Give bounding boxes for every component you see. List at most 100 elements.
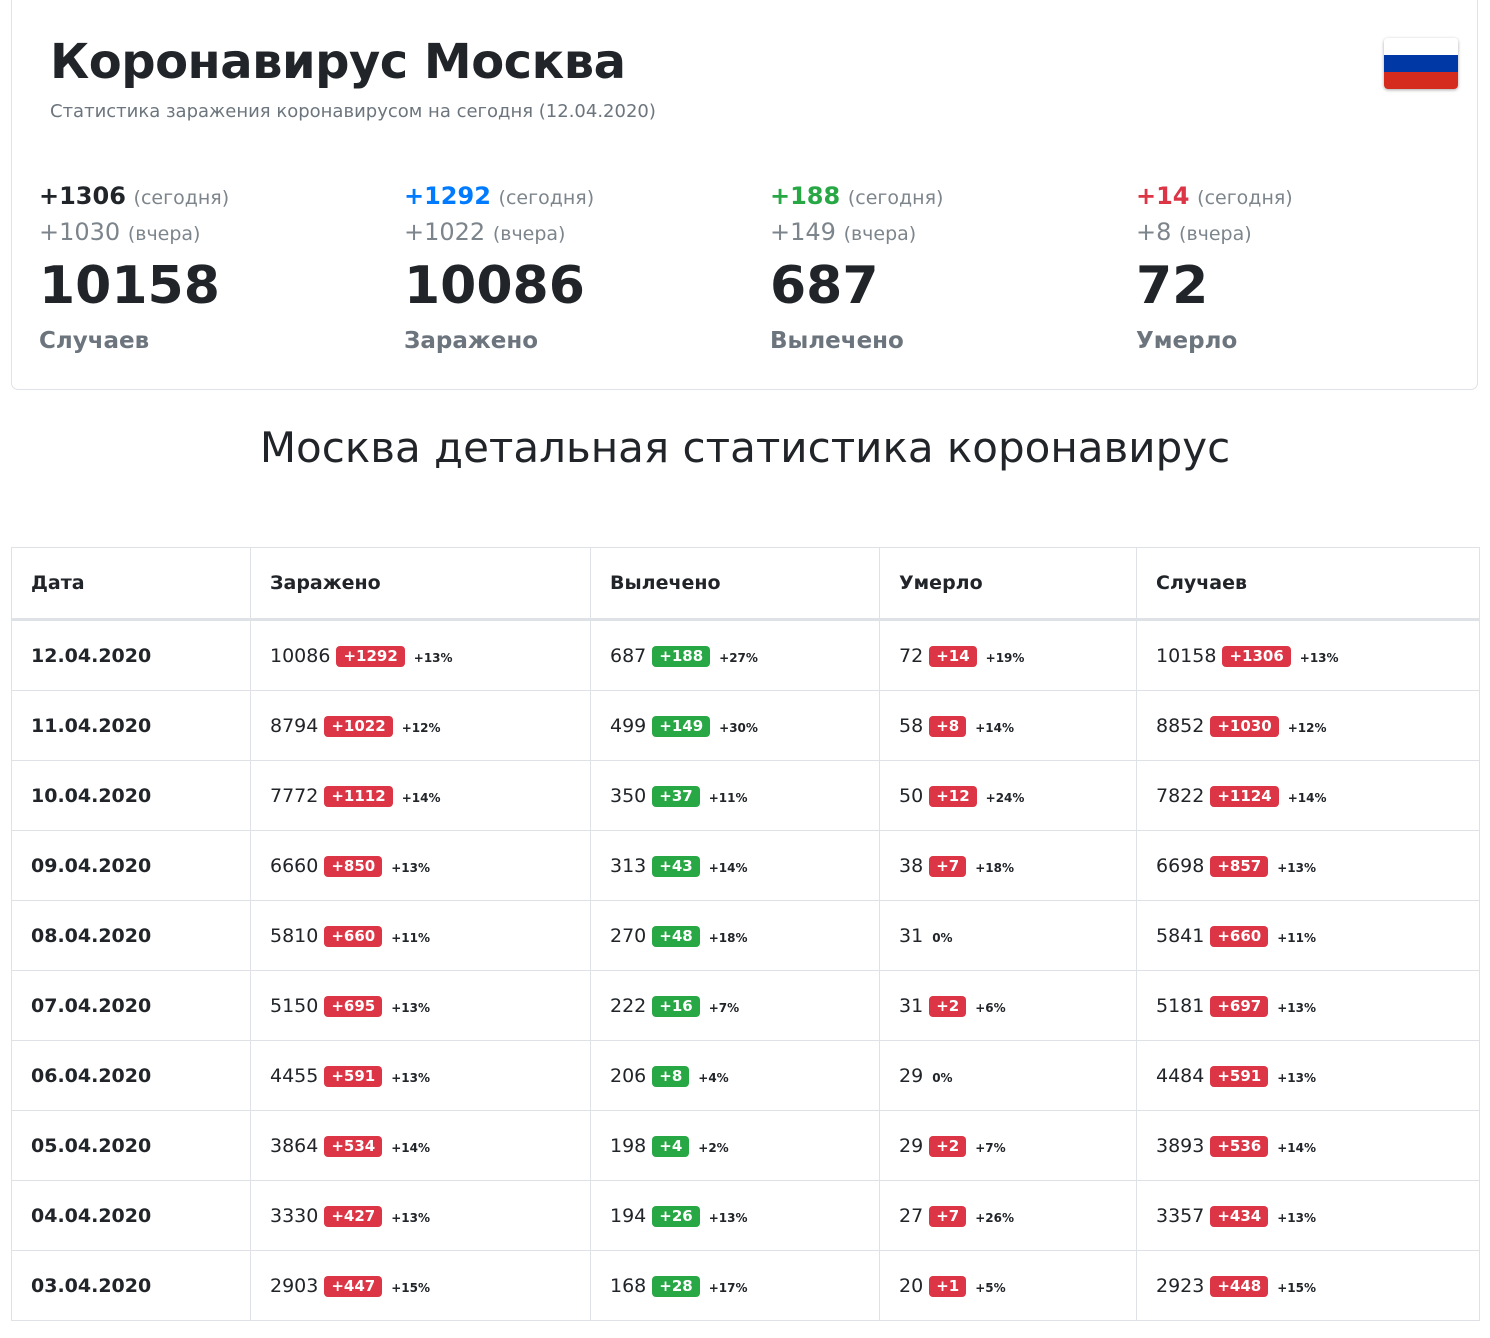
stat-today-value: +1292 bbox=[404, 182, 491, 210]
cell-value: 6698 bbox=[1156, 854, 1205, 877]
delta-badge: +7 bbox=[929, 1205, 967, 1227]
column-header-date[interactable]: Дата bbox=[11, 547, 251, 621]
cell-infected: 7772 +1112 +14% bbox=[250, 760, 591, 831]
cell-deaths: 31 0% bbox=[879, 900, 1137, 971]
percent-change: +12% bbox=[1287, 720, 1327, 735]
cell-cases: 7822 +1124 +14% bbox=[1136, 760, 1480, 831]
stat-yesterday-value: +1022 bbox=[404, 218, 486, 246]
percent-change: +18% bbox=[708, 930, 748, 945]
cell-date: 09.04.2020 bbox=[11, 830, 251, 901]
cell-value: 3893 bbox=[1156, 1134, 1205, 1157]
column-header-recovered[interactable]: Вылечено bbox=[590, 547, 880, 621]
cell-value: 5181 bbox=[1156, 994, 1205, 1017]
cell-date: 11.04.2020 bbox=[11, 690, 251, 761]
flag-stripe-red bbox=[1384, 72, 1458, 89]
stat-label: Умерло bbox=[1136, 328, 1238, 354]
cell-value: 222 bbox=[610, 994, 647, 1017]
cell-date: 05.04.2020 bbox=[11, 1110, 251, 1181]
cell-deaths: 38 +7 +18% bbox=[879, 830, 1137, 901]
cell-cases: 3893 +536 +14% bbox=[1136, 1110, 1480, 1181]
percent-change: +7% bbox=[708, 1000, 740, 1015]
column-header-cases[interactable]: Случаев bbox=[1136, 547, 1480, 621]
percent-change: +30% bbox=[719, 720, 758, 735]
cell-recovered: 270 +48 +18% bbox=[590, 900, 880, 971]
percent-change: +13% bbox=[391, 860, 431, 875]
delta-badge: +427 bbox=[324, 1205, 383, 1227]
percent-change: +17% bbox=[708, 1280, 748, 1295]
cell-value: 7772 bbox=[270, 784, 319, 807]
cell-infected: 5810 +660 +11% bbox=[250, 900, 591, 971]
cell-value: 8852 bbox=[1156, 714, 1205, 737]
stat-yesterday-value: +1030 bbox=[39, 218, 121, 246]
stat-label: Вылечено bbox=[770, 328, 904, 354]
delta-badge: +8 bbox=[929, 715, 967, 737]
delta-badge: +7 bbox=[929, 855, 967, 877]
cell-infected: 6660 +850 +13% bbox=[250, 830, 591, 901]
cell-deaths: 50 +12 +24% bbox=[879, 760, 1137, 831]
stat-today-suffix: (сегодня) bbox=[498, 187, 595, 209]
delta-badge: +591 bbox=[1210, 1065, 1269, 1087]
table-row: 06.04.2020 4455 +591 +13% 206 +8 +4% 29 0% 4484 +5… bbox=[11, 1040, 1480, 1111]
stat-yesterday: +8 (вчера) bbox=[1136, 214, 1476, 252]
stat-today-suffix: (сегодня) bbox=[133, 187, 230, 209]
percent-change: +13% bbox=[1277, 860, 1317, 875]
delta-badge: +695 bbox=[324, 995, 383, 1017]
percent-change: +13% bbox=[391, 1000, 431, 1015]
percent-change: +14% bbox=[391, 1140, 431, 1155]
delta-badge: +660 bbox=[324, 925, 383, 947]
percent-change: 0% bbox=[932, 1070, 953, 1085]
cell-value: 4455 bbox=[270, 1064, 319, 1087]
cell-date: 03.04.2020 bbox=[11, 1250, 251, 1321]
percent-change: +11% bbox=[391, 930, 431, 945]
table-row: 07.04.2020 5150 +695 +13% 222 +16 +7% 31 +2 +6% 51… bbox=[11, 970, 1480, 1041]
delta-badge: +448 bbox=[1210, 1275, 1269, 1297]
percent-change: 0% bbox=[932, 930, 953, 945]
percent-change: +24% bbox=[985, 790, 1025, 805]
cell-value: 29 bbox=[899, 1134, 924, 1157]
delta-badge: +1 bbox=[929, 1275, 967, 1297]
cell-value: 3330 bbox=[270, 1204, 319, 1227]
percent-change: +11% bbox=[708, 790, 748, 805]
delta-badge: +1022 bbox=[324, 715, 393, 737]
percent-change: +14% bbox=[1277, 1140, 1317, 1155]
cell-value: 72 bbox=[899, 644, 924, 667]
cell-value: 4484 bbox=[1156, 1064, 1205, 1087]
summary-card: Коронавирус Москва Статистика заражения … bbox=[11, 0, 1478, 390]
cell-cases: 10158 +1306 +13% bbox=[1136, 619, 1480, 691]
cell-recovered: 206 +8 +4% bbox=[590, 1040, 880, 1111]
flag-stripe-white bbox=[1384, 38, 1458, 55]
stat-total: 10086 bbox=[404, 256, 585, 316]
stat-recovered: +188 (сегодня) +149 (вчера) 687 Вылечено bbox=[770, 180, 1110, 354]
delta-badge: +43 bbox=[652, 855, 700, 877]
cell-value: 2903 bbox=[270, 1274, 319, 1297]
delta-badge: +4 bbox=[652, 1135, 690, 1157]
cell-value: 5841 bbox=[1156, 924, 1205, 947]
delta-badge: +2 bbox=[929, 1135, 967, 1157]
table-row: 09.04.2020 6660 +850 +13% 313 +43 +14% 38 +7 +18%… bbox=[11, 830, 1480, 901]
cell-cases: 2923 +448 +15% bbox=[1136, 1250, 1480, 1321]
percent-change: +13% bbox=[391, 1210, 431, 1225]
cell-infected: 3330 +427 +13% bbox=[250, 1180, 591, 1251]
column-header-infected[interactable]: Заражено bbox=[250, 547, 591, 621]
stat-yesterday-suffix: (вчера) bbox=[127, 223, 201, 245]
cell-date: 08.04.2020 bbox=[11, 900, 251, 971]
stat-today: +1292 (сегодня) bbox=[404, 180, 744, 214]
cell-cases: 6698 +857 +13% bbox=[1136, 830, 1480, 901]
delta-badge: +1124 bbox=[1210, 785, 1279, 807]
cell-deaths: 29 0% bbox=[879, 1040, 1137, 1111]
delta-badge: +14 bbox=[929, 645, 977, 667]
stat-total: 72 bbox=[1136, 256, 1209, 316]
delta-badge: +591 bbox=[324, 1065, 383, 1087]
percent-change: +13% bbox=[708, 1210, 748, 1225]
cell-value: 206 bbox=[610, 1064, 647, 1087]
delta-badge: +1292 bbox=[336, 645, 405, 667]
cell-value: 5810 bbox=[270, 924, 319, 947]
cell-infected: 10086 +1292 +13% bbox=[250, 619, 591, 691]
cell-value: 499 bbox=[610, 714, 647, 737]
table-row: 04.04.2020 3330 +427 +13% 194 +26 +13% 27 +7 +26%… bbox=[11, 1180, 1480, 1251]
cell-value: 50 bbox=[899, 784, 924, 807]
cell-value: 687 bbox=[610, 644, 647, 667]
column-header-deaths[interactable]: Умерло bbox=[879, 547, 1137, 621]
percent-change: +4% bbox=[698, 1070, 729, 1085]
percent-change: +11% bbox=[1277, 930, 1317, 945]
